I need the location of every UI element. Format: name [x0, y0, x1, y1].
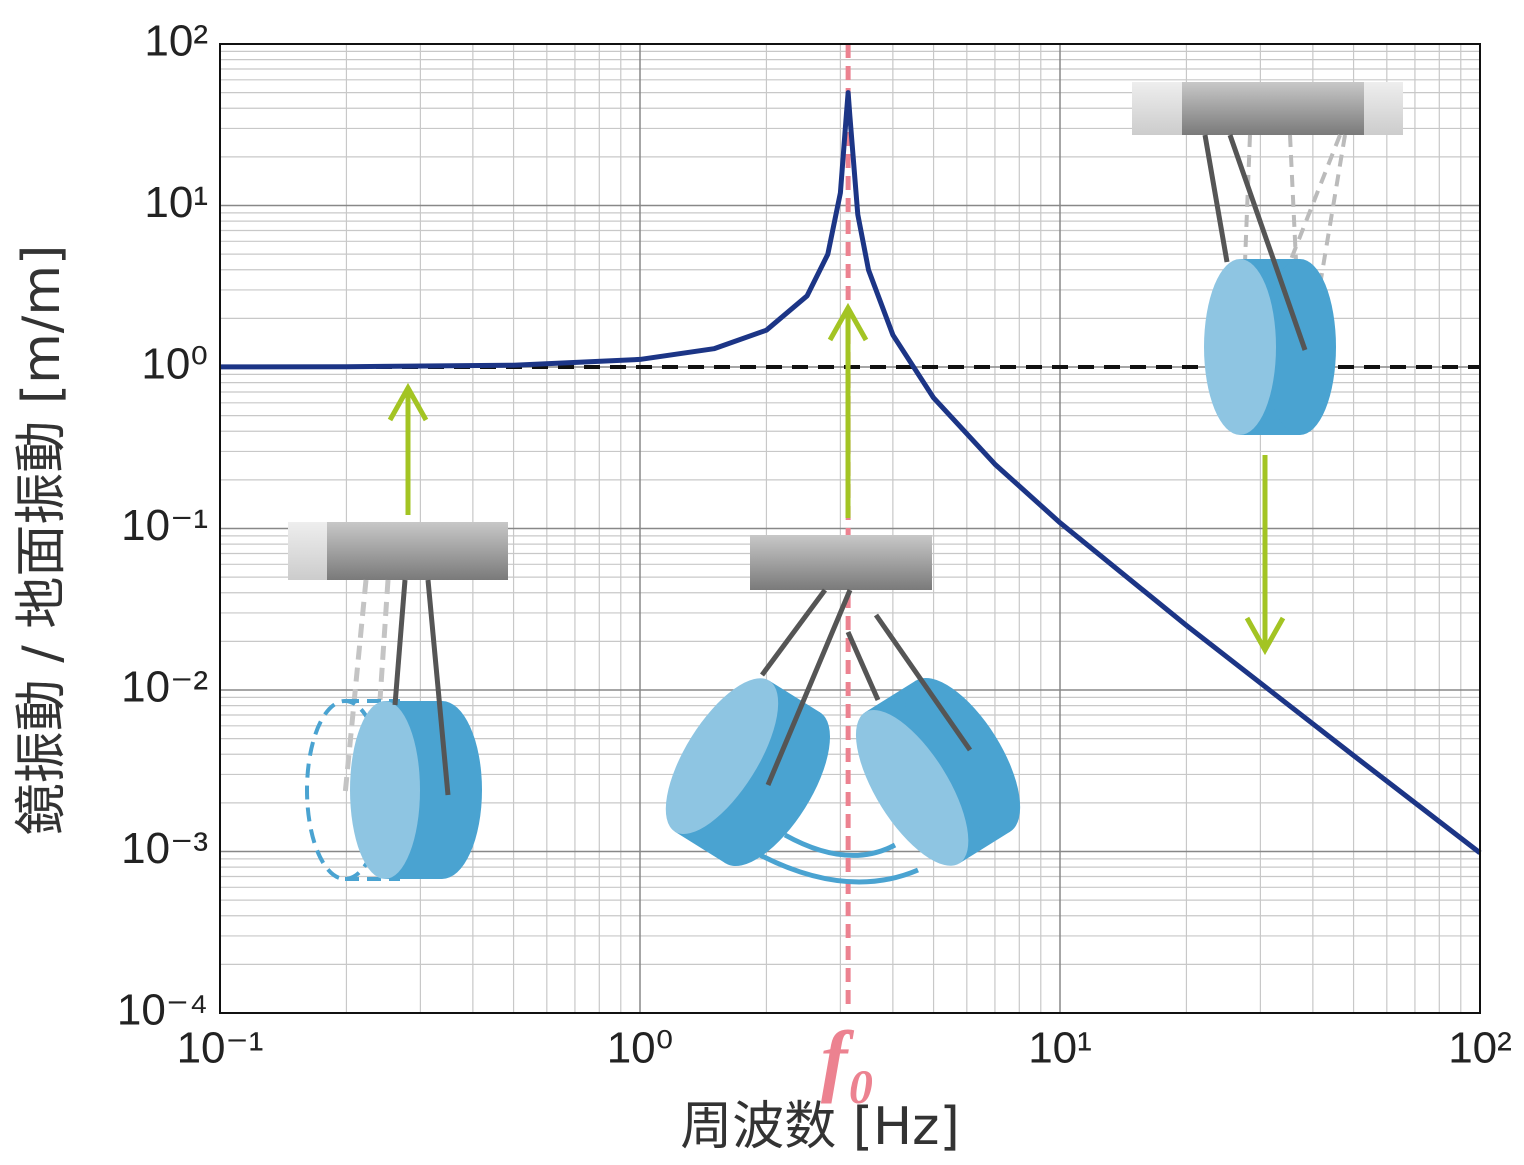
y-tick-label: 10⁻² [121, 663, 208, 712]
y-tick-label: 10⁻³ [121, 824, 208, 873]
x-axis-label: 周波数 [Hz] [680, 1097, 960, 1157]
y-tick-label: 10¹ [144, 178, 208, 227]
y-tick-label: 10⁻⁴ [117, 986, 208, 1035]
y-tick-label: 10⁰ [141, 340, 208, 389]
vline-label: f₀ [821, 1016, 876, 1104]
x-tick-label: 10⁰ [607, 1024, 674, 1073]
y-tick-label: 10² [144, 17, 208, 66]
x-tick-label: 10² [1448, 1024, 1512, 1073]
illustration-low [288, 388, 508, 879]
y-tick-label: 10⁻¹ [121, 501, 208, 550]
illustration-resonance [644, 308, 1042, 884]
y-axis-label: 鏡振動 / 地面振動 [m/m] [12, 245, 72, 836]
chart: 周波数 [Hz] 鏡振動 / 地面振動 [m/m] 10⁻¹ 10⁰ 10¹ 10² 1… [0, 0, 1524, 1165]
x-tick-label: 10¹ [1028, 1024, 1092, 1073]
